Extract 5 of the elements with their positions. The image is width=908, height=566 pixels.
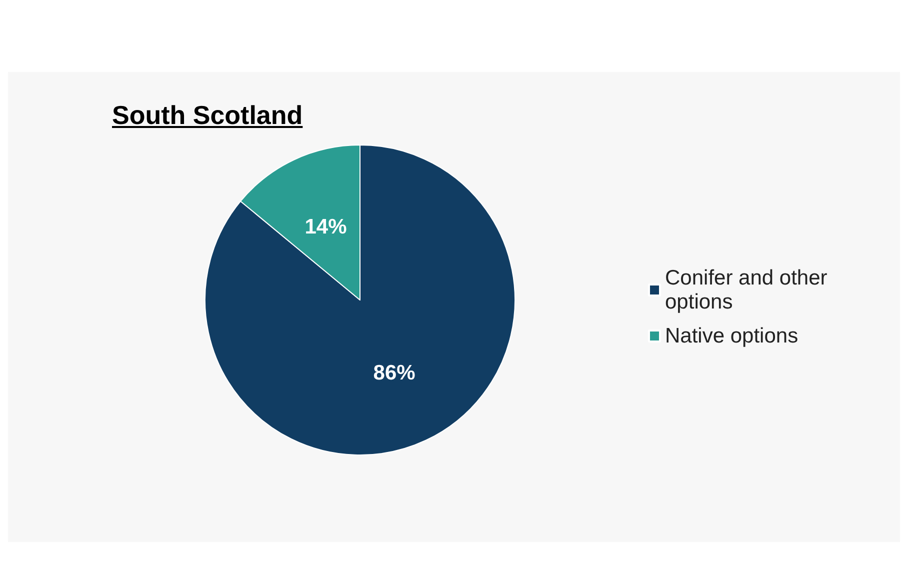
legend-label: Conifer and other options: [665, 266, 834, 314]
data-label: 86%: [373, 361, 416, 384]
data-label: 14%: [304, 216, 348, 239]
legend-label: Native options: [665, 324, 798, 348]
chart-title: South Scotland: [112, 100, 303, 131]
